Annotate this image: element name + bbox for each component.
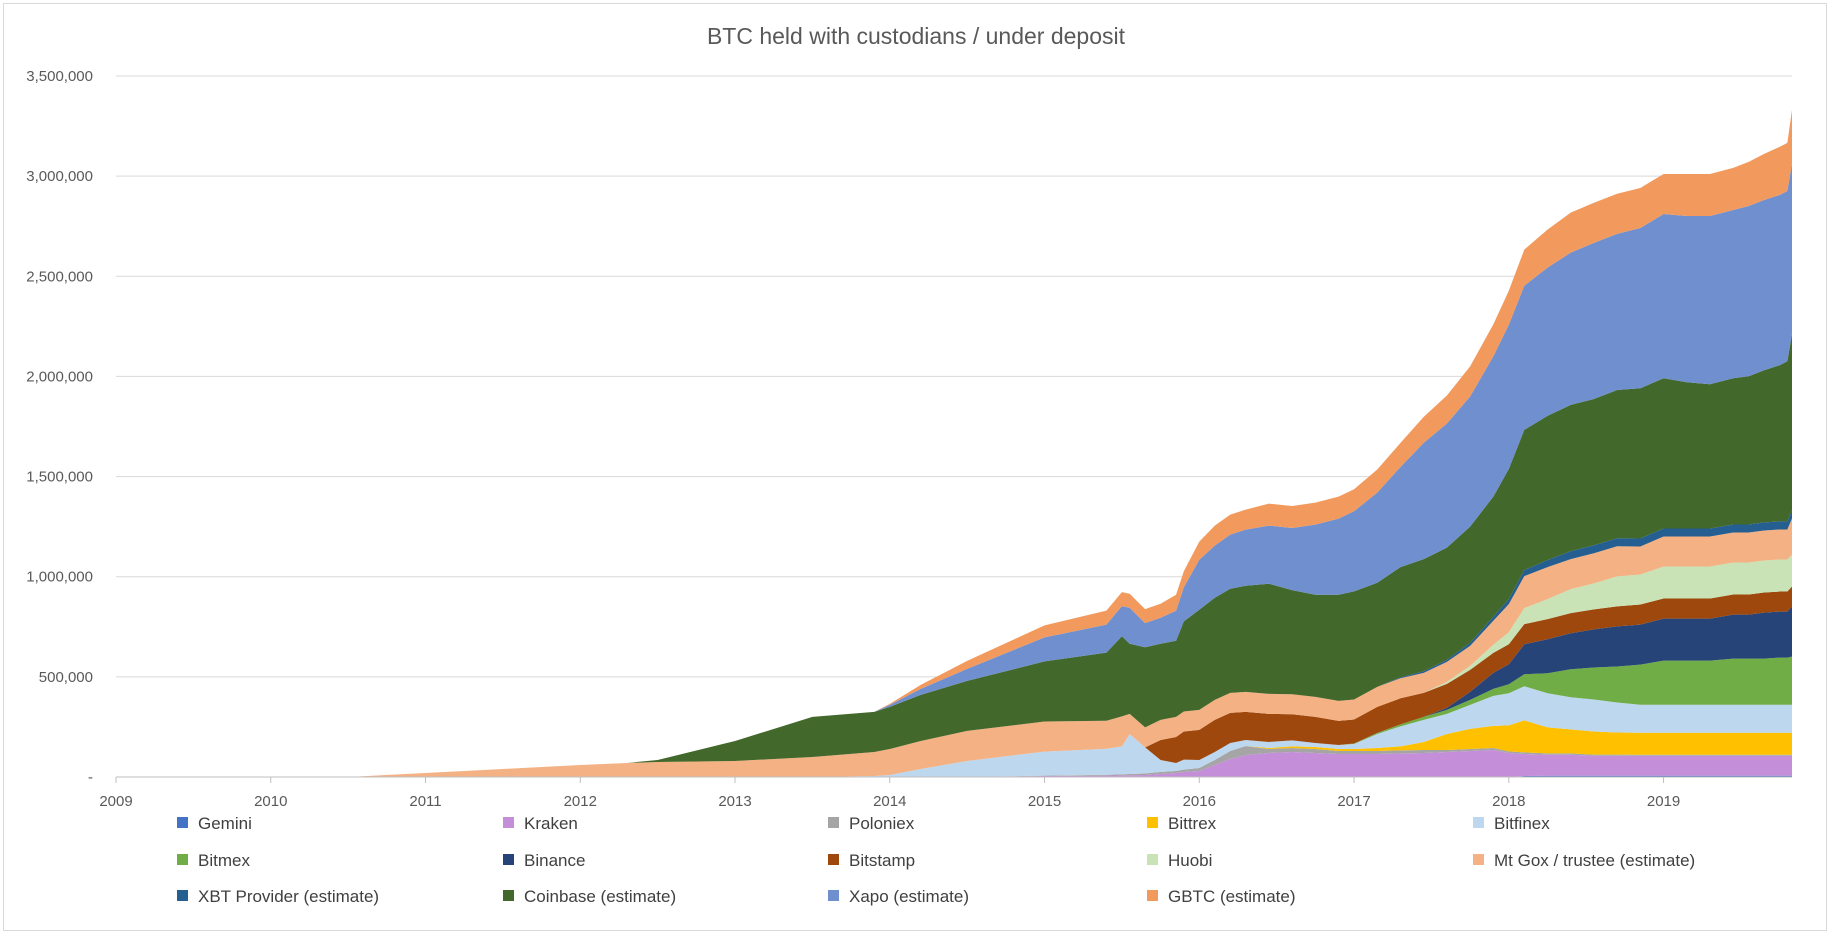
y-tick-label: 1,000,000 bbox=[26, 569, 93, 586]
legend-swatch bbox=[1473, 817, 1484, 828]
legend-label: Bittrex bbox=[1168, 814, 1217, 833]
y-tick-label: 3,500,000 bbox=[26, 68, 93, 85]
legend-item: Gemini bbox=[177, 814, 252, 833]
area-bittrex bbox=[116, 720, 1792, 777]
x-tick-label: 2015 bbox=[1028, 793, 1061, 810]
x-tick-label: 2016 bbox=[1183, 793, 1216, 810]
legend-label: Bitmex bbox=[198, 851, 250, 870]
x-tick-label: 2009 bbox=[99, 793, 132, 810]
y-tick-label: 3,000,000 bbox=[26, 168, 93, 185]
legend-swatch bbox=[828, 817, 839, 828]
legend-item: Bittrex bbox=[1147, 814, 1217, 833]
area-series bbox=[116, 109, 1792, 778]
legend-label: GBTC (estimate) bbox=[1168, 887, 1296, 906]
y-tick-label: 1,500,000 bbox=[26, 469, 93, 486]
legend-swatch bbox=[1147, 890, 1158, 901]
area-poloniex bbox=[116, 745, 1792, 777]
area-bitmex bbox=[116, 656, 1792, 777]
area-bitfinex bbox=[116, 686, 1792, 777]
legend-label: Gemini bbox=[198, 814, 252, 833]
legend: Gemini Kraken Poloniex Bittrex Bitfinex Bitme… bbox=[177, 814, 1695, 906]
x-tick-label: 2010 bbox=[254, 793, 287, 810]
legend-label: XBT Provider (estimate) bbox=[198, 887, 379, 906]
legend-swatch bbox=[503, 890, 514, 901]
legend-label: Xapo (estimate) bbox=[849, 887, 969, 906]
x-tick-label: 2018 bbox=[1492, 793, 1525, 810]
legend-item: Huobi bbox=[1147, 851, 1212, 870]
legend-item: Bitstamp bbox=[828, 851, 915, 870]
legend-item: Coinbase (estimate) bbox=[503, 887, 676, 906]
legend-swatch bbox=[828, 890, 839, 901]
legend-label: Binance bbox=[524, 851, 585, 870]
legend-swatch bbox=[177, 890, 188, 901]
legend-item: Binance bbox=[503, 851, 585, 870]
x-tick-label: 2012 bbox=[564, 793, 597, 810]
x-tick-label: 2019 bbox=[1647, 793, 1680, 810]
legend-swatch bbox=[1473, 854, 1484, 865]
legend-item: Poloniex bbox=[828, 814, 915, 833]
x-tick-label: 2013 bbox=[718, 793, 751, 810]
chart-title: BTC held with custodians / under deposit bbox=[707, 23, 1126, 49]
y-tick-label: 2,500,000 bbox=[26, 268, 93, 285]
area-kraken bbox=[116, 749, 1792, 777]
legend-label: Poloniex bbox=[849, 814, 915, 833]
area-coinbase-estimate bbox=[116, 334, 1792, 777]
legend-label: Bitstamp bbox=[849, 851, 915, 870]
legend-item: XBT Provider (estimate) bbox=[177, 887, 379, 906]
x-tick-label: 2014 bbox=[873, 793, 906, 810]
legend-label: Huobi bbox=[1168, 851, 1212, 870]
legend-label: Kraken bbox=[524, 814, 578, 833]
legend-item: Kraken bbox=[503, 814, 578, 833]
legend-label: Coinbase (estimate) bbox=[524, 887, 676, 906]
legend-swatch bbox=[503, 817, 514, 828]
legend-swatch bbox=[1147, 854, 1158, 865]
legend-label: Mt Gox / trustee (estimate) bbox=[1494, 851, 1695, 870]
x-tick-label: 2011 bbox=[409, 793, 441, 810]
axes: - 500,000 1,000,000 1,500,000 2,000,000 2,500… bbox=[26, 68, 1792, 810]
area-xapo-estimate bbox=[116, 163, 1792, 778]
legend-swatch bbox=[828, 854, 839, 865]
legend-item: Xapo (estimate) bbox=[828, 887, 969, 906]
legend-item: Bitfinex bbox=[1473, 814, 1550, 833]
legend-swatch bbox=[177, 854, 188, 865]
y-tick-label: 500,000 bbox=[39, 669, 93, 686]
legend-swatch bbox=[503, 854, 514, 865]
legend-swatch bbox=[1147, 817, 1158, 828]
x-tick-label: 2017 bbox=[1337, 793, 1370, 810]
legend-item: Mt Gox / trustee (estimate) bbox=[1473, 851, 1695, 870]
legend-swatch bbox=[177, 817, 188, 828]
y-tick-label: 2,000,000 bbox=[26, 368, 93, 385]
legend-label: Bitfinex bbox=[1494, 814, 1550, 833]
legend-item: Bitmex bbox=[177, 851, 250, 870]
area-huobi bbox=[116, 554, 1792, 777]
legend-item: GBTC (estimate) bbox=[1147, 887, 1296, 906]
area-bitstamp bbox=[116, 586, 1792, 777]
y-tick-label: - bbox=[88, 769, 93, 786]
